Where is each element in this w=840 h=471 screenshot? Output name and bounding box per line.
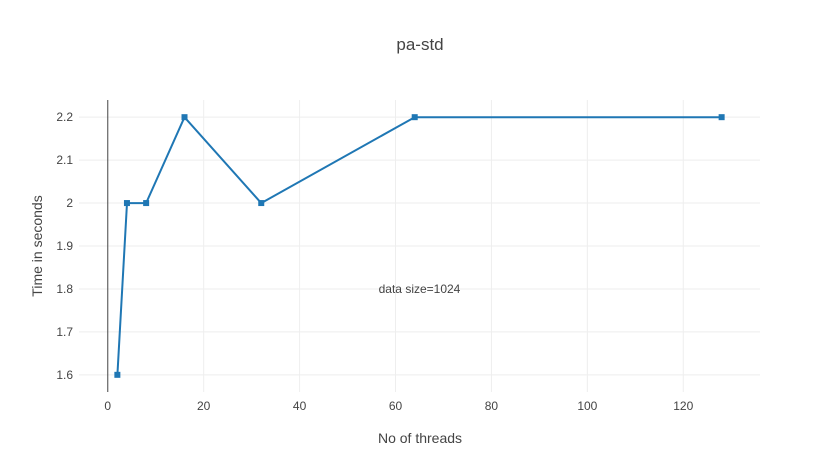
data-point-marker <box>123 200 130 207</box>
x-tick-label: 80 <box>485 399 499 413</box>
chart-title: pa-std <box>396 35 443 54</box>
x-tick-label: 40 <box>293 399 307 413</box>
y-axis-title: Time in seconds <box>29 195 45 296</box>
data-point-marker <box>143 200 150 207</box>
y-gridlines <box>79 116 760 376</box>
x-tick-label: 60 <box>389 399 403 413</box>
data-point-marker <box>411 114 418 121</box>
x-tick-label: 20 <box>197 399 211 413</box>
x-tick-label: 100 <box>577 399 597 413</box>
x-tick-label: 120 <box>673 399 693 413</box>
y-tick-label: 2.1 <box>56 153 73 167</box>
x-axis-title: No of threads <box>378 430 462 446</box>
x-tick-label: 0 <box>104 399 111 413</box>
y-tick-label: 1.7 <box>56 325 73 339</box>
series-group <box>114 114 725 378</box>
data-point-marker <box>258 200 265 207</box>
data-point-marker <box>114 371 121 378</box>
y-tick-label: 1.8 <box>56 282 73 296</box>
y-axis-ticks: 1.6 1.7 1.8 1.9 2 2.1 2.2 <box>56 110 73 382</box>
data-point-marker <box>718 114 725 121</box>
y-tick-label: 2 <box>66 196 73 210</box>
y-tick-label: 1.9 <box>56 239 73 253</box>
x-axis-ticks: 0 20 40 60 80 100 120 <box>104 399 693 413</box>
y-tick-label: 1.6 <box>56 368 73 382</box>
y-tick-label: 2.2 <box>56 110 73 124</box>
data-point-marker <box>181 114 188 121</box>
annotation-data-size: data size=1024 <box>379 282 461 296</box>
